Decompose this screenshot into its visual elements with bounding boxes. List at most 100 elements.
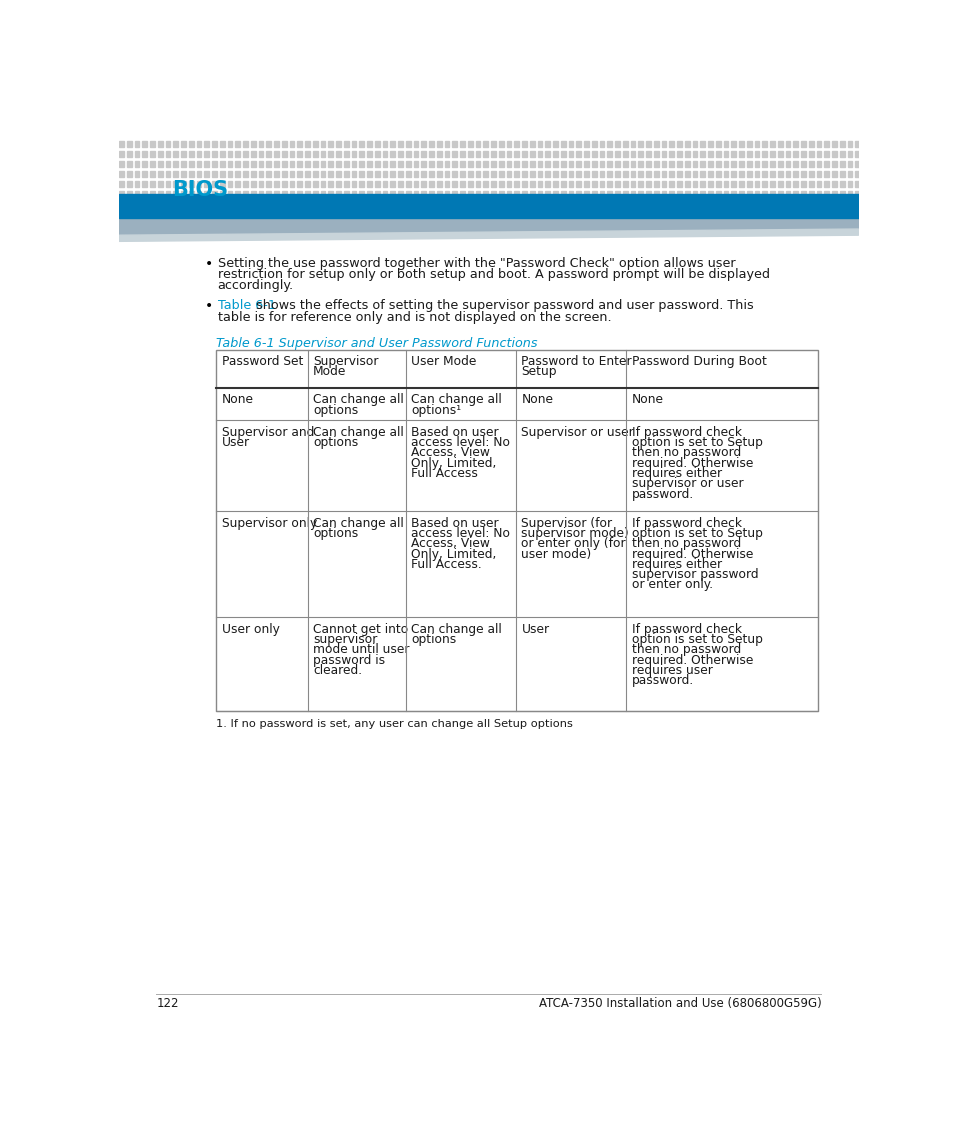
- Bar: [212, 172, 216, 177]
- Bar: [452, 172, 456, 177]
- Bar: [592, 161, 596, 167]
- Bar: [406, 141, 410, 148]
- Bar: [785, 172, 790, 177]
- Bar: [134, 141, 139, 148]
- Bar: [266, 161, 271, 167]
- Bar: [746, 141, 751, 148]
- Bar: [583, 141, 588, 148]
- Bar: [436, 191, 441, 197]
- Bar: [723, 191, 728, 197]
- Bar: [498, 141, 503, 148]
- Bar: [335, 172, 340, 177]
- Bar: [801, 151, 805, 157]
- Bar: [290, 151, 294, 157]
- Bar: [375, 141, 379, 148]
- Bar: [645, 172, 650, 177]
- Text: table is for reference only and is not displayed on the screen.: table is for reference only and is not d…: [217, 310, 611, 324]
- Bar: [119, 194, 858, 219]
- Bar: [397, 181, 402, 188]
- Bar: [754, 181, 759, 188]
- Bar: [801, 172, 805, 177]
- Bar: [847, 151, 852, 157]
- Bar: [491, 191, 496, 197]
- Bar: [468, 172, 472, 177]
- Bar: [622, 191, 627, 197]
- Text: Can change all: Can change all: [313, 394, 403, 406]
- Bar: [212, 191, 216, 197]
- Bar: [134, 191, 139, 197]
- Bar: [444, 141, 449, 148]
- Bar: [840, 141, 843, 148]
- Bar: [801, 141, 805, 148]
- Bar: [266, 181, 271, 188]
- Bar: [530, 181, 534, 188]
- Bar: [692, 161, 697, 167]
- Bar: [313, 151, 317, 157]
- Bar: [414, 141, 418, 148]
- Bar: [119, 141, 124, 148]
- Bar: [142, 141, 147, 148]
- Bar: [553, 151, 558, 157]
- Bar: [421, 191, 426, 197]
- Bar: [731, 151, 736, 157]
- Text: User only: User only: [221, 623, 279, 635]
- Bar: [335, 151, 340, 157]
- Bar: [235, 191, 240, 197]
- Bar: [576, 151, 580, 157]
- Bar: [375, 151, 379, 157]
- Text: options: options: [313, 436, 358, 449]
- Bar: [855, 161, 860, 167]
- Bar: [243, 151, 248, 157]
- Bar: [808, 151, 813, 157]
- Bar: [251, 161, 255, 167]
- Text: None: None: [521, 394, 553, 406]
- Bar: [421, 151, 426, 157]
- Bar: [359, 172, 364, 177]
- Bar: [305, 161, 310, 167]
- Bar: [545, 172, 550, 177]
- Bar: [228, 181, 233, 188]
- Bar: [769, 172, 774, 177]
- Bar: [731, 161, 736, 167]
- Text: If password check: If password check: [631, 623, 740, 635]
- Bar: [313, 181, 317, 188]
- Bar: [158, 141, 162, 148]
- Bar: [220, 172, 224, 177]
- Bar: [677, 191, 681, 197]
- Bar: [576, 191, 580, 197]
- Bar: [645, 151, 650, 157]
- Bar: [344, 172, 348, 177]
- Bar: [739, 191, 743, 197]
- Bar: [521, 181, 526, 188]
- Bar: [553, 172, 558, 177]
- Text: Table 6-1: Table 6-1: [217, 300, 275, 313]
- Bar: [436, 172, 441, 177]
- Bar: [476, 181, 480, 188]
- Bar: [545, 151, 550, 157]
- Bar: [739, 151, 743, 157]
- Bar: [243, 161, 248, 167]
- Bar: [282, 191, 286, 197]
- Bar: [429, 161, 434, 167]
- Bar: [498, 151, 503, 157]
- Bar: [335, 191, 340, 197]
- Bar: [382, 151, 387, 157]
- Bar: [119, 181, 124, 188]
- Bar: [476, 172, 480, 177]
- Text: User Mode: User Mode: [411, 355, 476, 368]
- Text: options: options: [313, 404, 358, 417]
- Bar: [855, 172, 860, 177]
- Bar: [677, 161, 681, 167]
- Bar: [274, 151, 278, 157]
- Bar: [599, 191, 604, 197]
- Bar: [778, 191, 781, 197]
- Bar: [297, 141, 302, 148]
- Bar: [266, 172, 271, 177]
- Text: Cannot get into: Cannot get into: [313, 623, 408, 635]
- Bar: [560, 141, 565, 148]
- Bar: [831, 151, 836, 157]
- Bar: [568, 181, 573, 188]
- Bar: [498, 191, 503, 197]
- Bar: [622, 161, 627, 167]
- Bar: [251, 151, 255, 157]
